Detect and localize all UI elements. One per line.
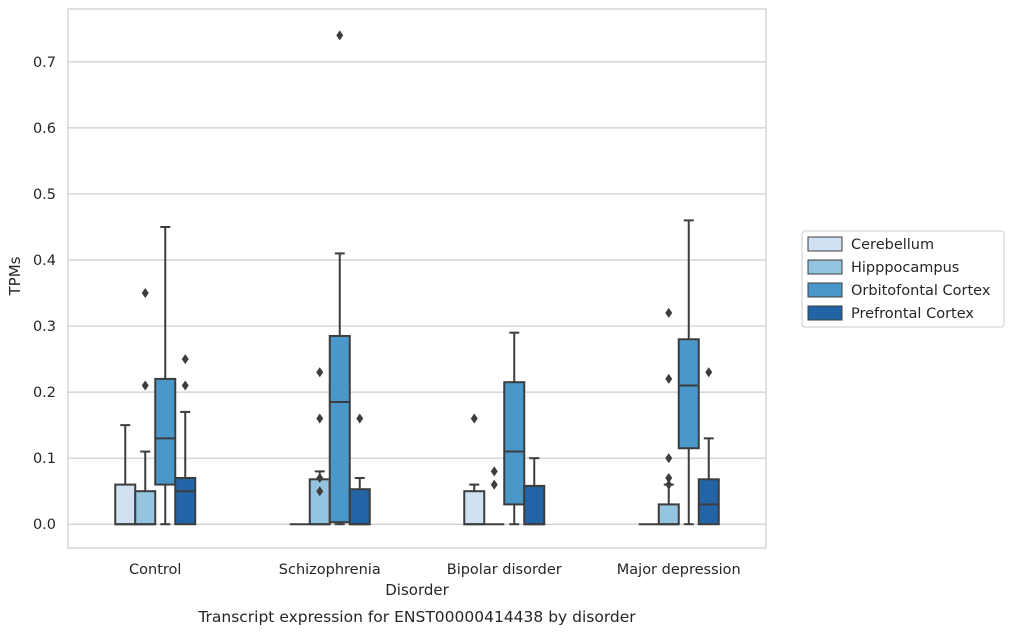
box-body [134, 490, 157, 526]
y-tick-label: 0.1 [33, 451, 56, 467]
outlier-point [141, 288, 149, 299]
box-2-2 [503, 331, 526, 526]
box-body [348, 488, 371, 526]
box-2-3 [677, 219, 700, 526]
legend-swatch [807, 305, 843, 321]
x-axis-label: Disorder [385, 581, 449, 599]
outlier-point [316, 486, 324, 497]
legend-swatch [807, 259, 843, 275]
outlier-point [665, 307, 673, 318]
outlier-point [705, 367, 713, 378]
y-tick-label: 0.4 [33, 253, 56, 269]
chart-title: Transcript expression for ENST0000041443… [197, 608, 636, 626]
plot-boxes [114, 30, 720, 526]
box-2-1 [328, 30, 351, 526]
box-3-3 [697, 367, 720, 526]
legend: Cerebellum Hipppocampus Orbitofontal Corte… [801, 230, 1005, 328]
y-tick-label: 0.6 [33, 121, 56, 137]
box-3-1 [348, 413, 371, 526]
legend-swatch [807, 236, 843, 252]
x-tick-label: Major depression [617, 562, 741, 578]
box-0-0 [114, 424, 137, 526]
box-2-0 [154, 225, 177, 526]
x-tick-label: Control [129, 562, 181, 578]
box-body [503, 381, 526, 506]
box-body [308, 478, 331, 526]
y-tick-label: 0.0 [33, 517, 56, 533]
outlier-point [665, 373, 673, 384]
x-axis-ticks: Control Schizophrenia Bipolar disorder Majo… [129, 562, 741, 578]
outlier-point [181, 380, 189, 391]
box-1-0 [134, 288, 157, 526]
outlier-point [665, 479, 673, 490]
box-body [677, 338, 700, 450]
y-tick-label: 0.2 [33, 385, 56, 401]
outlier-point [490, 466, 498, 477]
box-1-3 [657, 307, 680, 526]
legend-swatch [807, 282, 843, 298]
box-body [114, 483, 137, 526]
y-tick-label: 0.3 [33, 319, 56, 335]
box-body [657, 503, 680, 526]
outlier-point [665, 472, 673, 483]
legend-label: Orbitofontal Cortex [851, 283, 991, 299]
box-body [154, 377, 177, 486]
box-body [523, 484, 546, 526]
outlier-point [316, 367, 324, 378]
outlier-point [490, 479, 498, 490]
outlier-point [316, 472, 324, 483]
outlier-point [470, 413, 478, 424]
outlier-point [336, 30, 344, 41]
box-3-2 [523, 457, 546, 526]
y-tick-label: 0.5 [33, 187, 56, 203]
box-1-2 [484, 466, 505, 526]
legend-label: Cerebellum [851, 237, 934, 253]
box-1-1 [308, 367, 331, 526]
outlier-point [665, 453, 673, 464]
y-axis-ticks: 0.0 0.1 0.2 0.3 0.4 0.5 0.6 0.7 [33, 55, 56, 533]
box-body [328, 334, 351, 524]
x-tick-label: Schizophrenia [279, 562, 381, 578]
box-3-0 [174, 354, 197, 526]
outlier-point [181, 354, 189, 365]
legend-label: Prefrontal Cortex [851, 306, 974, 322]
outlier-point [141, 380, 149, 391]
box-0-2 [463, 413, 486, 526]
y-axis-label: TPMs [6, 256, 24, 296]
box-body [697, 478, 720, 526]
legend-label: Hipppocampus [851, 260, 959, 276]
box-body [174, 476, 197, 526]
legend-frame [801, 230, 1005, 328]
box-body [463, 490, 486, 526]
outlier-point [356, 413, 364, 424]
y-tick-label: 0.7 [33, 55, 56, 71]
x-tick-label: Bipolar disorder [447, 562, 562, 578]
plot-frame [67, 8, 767, 549]
outlier-point [316, 413, 324, 424]
